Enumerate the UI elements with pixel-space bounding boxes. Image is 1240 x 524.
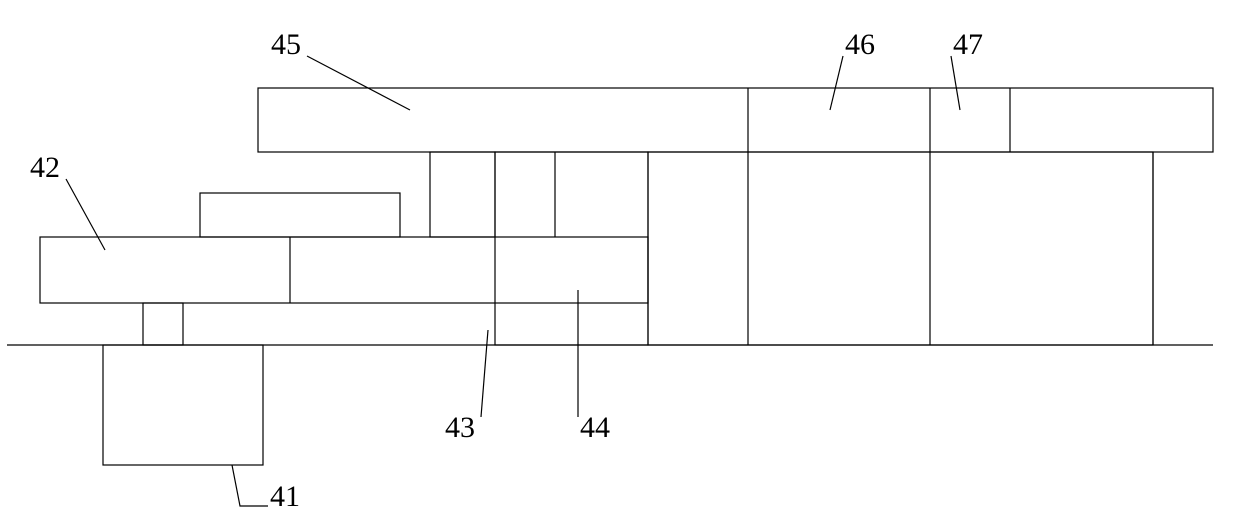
- block-above-42: [200, 193, 400, 237]
- leader-l45: [307, 56, 410, 110]
- label-47: 47: [953, 30, 983, 60]
- lower-slab: [648, 152, 1153, 345]
- leader-l46: [830, 56, 843, 110]
- block-43: [430, 152, 495, 237]
- leader-l47: [951, 56, 960, 110]
- leader-l41: [232, 465, 268, 506]
- part-41: [103, 345, 263, 465]
- label-45: 45: [271, 30, 301, 60]
- leader-l43: [481, 330, 488, 417]
- label-44: 44: [580, 413, 610, 443]
- shape-layer: [7, 88, 1213, 465]
- label-42: 42: [30, 153, 60, 183]
- top-bar-45-47: [258, 88, 1213, 152]
- lower-narrow-block: [495, 152, 648, 345]
- leader-l42: [66, 179, 105, 250]
- leader-line-layer: [66, 56, 960, 506]
- label-43: 43: [445, 413, 475, 443]
- shaft-41-42: [143, 303, 183, 345]
- bar-42-44: [40, 237, 648, 303]
- label-41: 41: [270, 482, 300, 512]
- label-46: 46: [845, 30, 875, 60]
- engineering-diagram: [0, 0, 1240, 524]
